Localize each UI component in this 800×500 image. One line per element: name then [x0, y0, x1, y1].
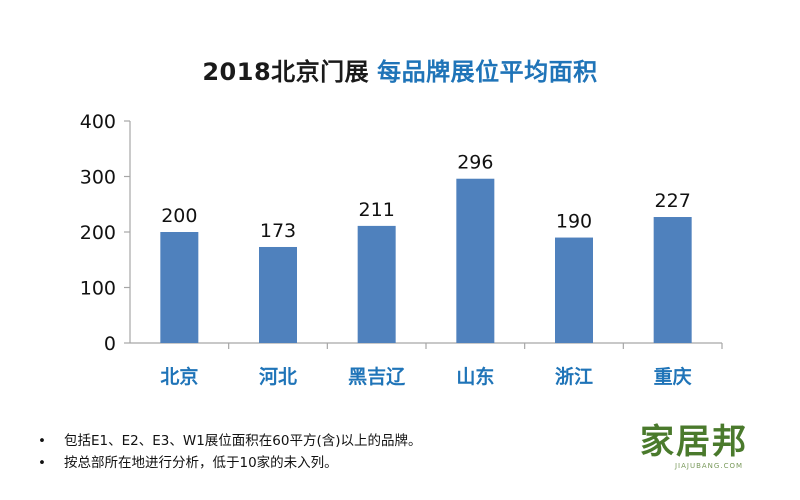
bar-chart: 0 100 200 300 400 200 北京 173 河北 211 黑吉辽 296 山东 190 浙江 2…	[80, 111, 723, 388]
bar	[259, 246, 297, 343]
data-label: 227	[655, 190, 691, 212]
x-tick-label: 黑吉辽	[348, 365, 405, 388]
x-tick-label: 河北	[259, 366, 297, 388]
data-label: 296	[457, 152, 493, 174]
x-tick-label: 山东	[456, 365, 494, 388]
y-tick-label: 200	[80, 222, 116, 244]
x-tick-label: 浙江	[555, 365, 593, 388]
footnote-text: 按总部所在地进行分析，低于10家的未入列。	[64, 455, 338, 471]
footnote-item: • 包括E1、E2、E3、W1展位面积在60平方(含)以上的品牌。	[38, 430, 422, 452]
bar	[160, 232, 199, 343]
y-tick-label: 100	[80, 278, 116, 300]
bar	[357, 225, 396, 343]
bar	[555, 237, 593, 343]
bullet-icon: •	[38, 455, 46, 471]
logo-subtext: JIAJUBANG.COM	[674, 462, 744, 470]
x-tick-label: 重庆	[654, 365, 692, 388]
bar	[456, 178, 495, 343]
data-label: 173	[260, 220, 296, 242]
chart-title: 2018北京门展 每品牌展位平均面积	[0, 52, 800, 87]
data-label: 190	[556, 211, 592, 233]
y-tick-label: 400	[80, 111, 116, 133]
footnotes: • 包括E1、E2、E3、W1展位面积在60平方(含)以上的品牌。 • 按总部所…	[38, 430, 422, 474]
logo-text: 家居邦	[640, 422, 748, 462]
footnote-text: 包括E1、E2、E3、W1展位面积在60平方(含)以上的品牌。	[64, 433, 422, 449]
data-label: 211	[359, 199, 395, 221]
bullet-icon: •	[38, 433, 46, 449]
y-tick-label: 0	[104, 333, 116, 355]
bar	[653, 217, 692, 343]
chart-title-main: 2018北京门展	[202, 58, 370, 86]
x-tick-label: 北京	[160, 365, 198, 388]
footnote-item: • 按总部所在地进行分析，低于10家的未入列。	[38, 452, 422, 474]
chart-title-sub: 每品牌展位平均面积	[377, 58, 598, 86]
data-label: 200	[161, 205, 197, 227]
y-tick-label: 300	[80, 167, 116, 189]
brand-logo: 家居邦 JIAJUBANG.COM	[640, 422, 770, 482]
